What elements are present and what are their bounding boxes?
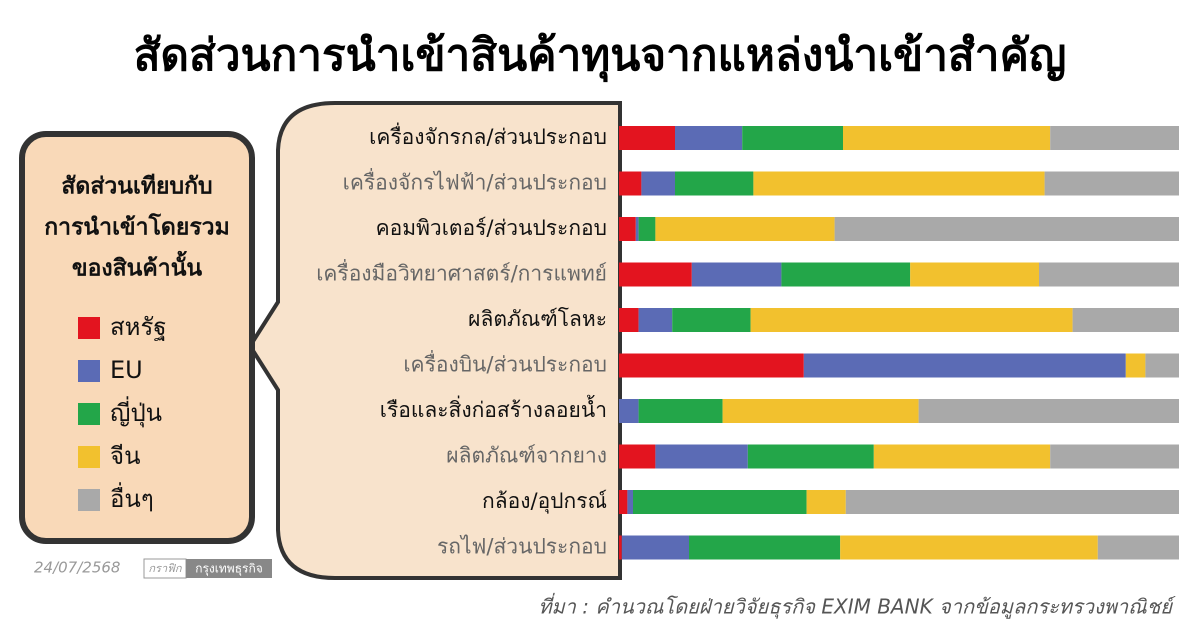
bar-segment <box>747 444 874 469</box>
bar-segment <box>619 171 642 196</box>
legend-title: สัดส่วนเทียบกับ <box>61 174 212 200</box>
category-label: คอมพิวเตอร์/ส่วนประกอบ <box>376 216 607 240</box>
bar-segment <box>781 262 911 287</box>
source: ที่มา : คำนวณโดยฝ่ายวิจัยธุรกิจ EXIM BAN… <box>538 593 1176 620</box>
bar-segment <box>621 535 689 560</box>
bar-segment <box>873 444 1051 469</box>
bar-segment <box>655 217 835 241</box>
bar-segment <box>655 444 748 469</box>
bar-segment <box>803 353 1126 378</box>
bar-segment <box>1097 535 1179 560</box>
category-label: เครื่องจักรไฟฟ้า/ส่วนประกอบ <box>343 168 607 195</box>
bar-segment <box>806 490 846 514</box>
legend-label: สหรัฐ <box>110 313 167 341</box>
legend-swatch <box>78 360 100 382</box>
bar-segment <box>619 399 639 423</box>
legend-label: อื่นๆ <box>110 482 154 513</box>
category-label: เครื่องจักรกล/ส่วนประกอบ <box>369 122 607 149</box>
bar-segment <box>619 535 622 560</box>
legend-box <box>19 131 255 544</box>
bar-segment <box>627 490 633 514</box>
bar-segment <box>1072 308 1179 332</box>
bar-segment <box>619 217 636 241</box>
legend-swatch <box>78 489 100 511</box>
bar-segment <box>638 217 656 241</box>
category-label: เครื่องมือวิทยาศาสตร์/การแพทย์ <box>316 259 607 286</box>
bar-segment <box>672 308 751 332</box>
category-label: เครื่องบิน/ส่วนประกอบ <box>403 350 607 377</box>
category-label: ผลิตภัณฑ์จากยาง <box>446 444 607 468</box>
bar-segment <box>641 171 675 196</box>
bar-segment <box>910 262 1039 287</box>
legend-swatch <box>78 317 100 339</box>
legend-swatch <box>78 403 100 425</box>
bar-segment <box>675 126 743 150</box>
bar-segment <box>1125 353 1146 378</box>
bar-segment <box>1050 444 1179 469</box>
bar-segment <box>619 444 656 469</box>
date: 24/07/2568 <box>34 559 120 577</box>
chart-title: สัดส่วนการนำเข้าสินค้าทุนจากแหล่งนำเข้าส… <box>134 30 1067 83</box>
bar-segment <box>635 217 639 241</box>
legend-title: ของสินค้านั้น <box>72 251 203 282</box>
bar-segment <box>619 353 804 378</box>
bar-segment <box>742 126 843 150</box>
bar-segment <box>675 171 754 196</box>
bar-segment <box>1050 126 1179 150</box>
category-label: ผลิตภัณฑ์โลหะ <box>468 307 607 331</box>
legend-swatch <box>78 446 100 468</box>
credit-box <box>186 559 272 578</box>
bar-segment <box>689 535 841 560</box>
bar-segment <box>638 399 723 423</box>
bar-segment <box>691 262 782 287</box>
bar-segment <box>834 217 1179 241</box>
bar-segment <box>1039 262 1179 287</box>
bar-segment <box>722 399 919 423</box>
bar-segment <box>843 126 1051 150</box>
legend-label: จีน <box>110 442 140 470</box>
bar-segment <box>840 535 1098 560</box>
category-label: เรือและสิ่งก่อสร้างลอยน้ำ <box>380 395 607 422</box>
bar-segment <box>619 490 628 514</box>
credit: กรุงเทพธุรกิจ <box>195 562 263 577</box>
credit-label: กราฟิก <box>148 562 183 575</box>
category-label: รถไฟ/ส่วนประกอบ <box>437 535 607 559</box>
category-label: กล้อง/อุปกรณ์ <box>482 489 607 514</box>
bar-segment <box>619 262 692 287</box>
bar-segment <box>619 126 675 150</box>
bar-segment <box>1145 353 1179 378</box>
legend-label: EU <box>110 356 143 384</box>
legend-label: ญี่ปุ่น <box>110 396 162 428</box>
bar-segment <box>918 399 1179 423</box>
bar-segment <box>753 171 1045 196</box>
bar-segment <box>619 308 639 332</box>
legend-title: การนำเข้าโดยรวม <box>44 213 230 241</box>
bar-segment <box>633 490 807 514</box>
bar-segment <box>638 308 673 332</box>
bar-segment <box>1044 171 1179 196</box>
bar-segment <box>845 490 1179 514</box>
bar-segment <box>750 308 1073 332</box>
bubble <box>247 101 622 580</box>
